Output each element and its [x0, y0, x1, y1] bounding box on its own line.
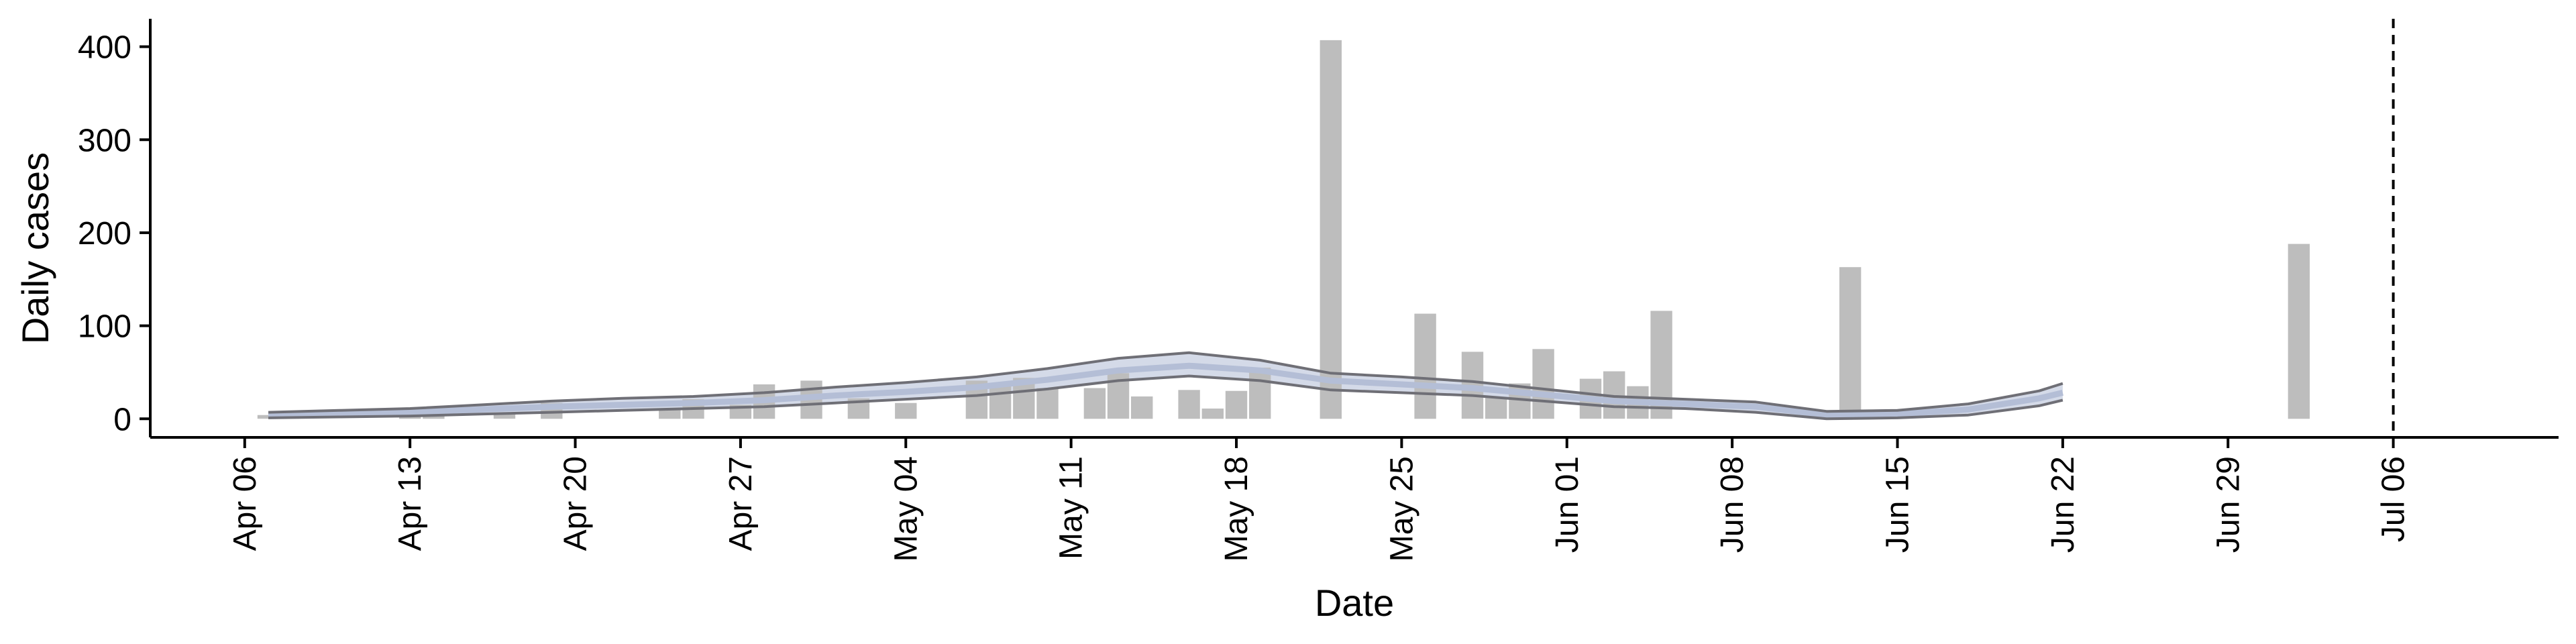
x-tick-label: Jun 08: [1715, 456, 1750, 553]
bar-2020-05-18: [1225, 390, 1248, 419]
bar-2020-04-13: [399, 416, 421, 419]
x-tick-label: Jul 06: [2376, 456, 2412, 542]
x-tick-label: Jun 01: [1550, 456, 1585, 553]
bar-2020-05-14: [1131, 396, 1153, 419]
x-tick-label: Apr 06: [227, 456, 263, 551]
x-tick-label: May 25: [1384, 456, 1419, 561]
bar-2020-05-10: [1036, 388, 1059, 419]
x-tick-label: May 11: [1054, 456, 1089, 559]
x-tick-label: May 04: [888, 456, 924, 561]
bar-2020-05-19: [1249, 368, 1271, 419]
bar-2020-05-22: [1320, 40, 1342, 419]
bar-2020-04-17: [493, 414, 516, 419]
x-tick-label: Jun 22: [2045, 456, 2081, 553]
median-line: [268, 362, 2063, 419]
bar-2020-05-16: [1178, 390, 1200, 419]
x-tick-label: Jun 15: [1880, 456, 1916, 553]
bar-2020-05-31: [1532, 349, 1554, 419]
bar-2020-05-29: [1485, 397, 1507, 419]
x-axis-title: Date: [1315, 582, 1394, 624]
bar-2020-07-02: [2288, 244, 2310, 419]
lower-ci-line: [268, 374, 2063, 421]
bar-2020-05-12: [1083, 388, 1106, 419]
upper-ci-line: [268, 351, 2063, 414]
bar-2020-04-14: [423, 416, 445, 419]
bar-2020-04-24: [659, 409, 681, 419]
bar-layer: [257, 40, 2310, 419]
y-tick-label: 200: [78, 216, 131, 252]
x-tick-label: May 18: [1219, 456, 1254, 561]
x-ticks: Apr 06 Apr 13 Apr 20 Apr 27 May 04 May 11 May …: [227, 437, 2412, 561]
y-ticks: 0 100 200 300 400: [78, 30, 150, 437]
y-tick-label: 100: [78, 309, 131, 345]
x-tick-label: Jun 29: [2210, 456, 2246, 553]
bar-2020-05-04: [895, 402, 917, 419]
x-tick-label: Apr 27: [723, 456, 759, 551]
y-axis-title: Daily cases: [14, 152, 56, 344]
x-tick-label: Apr 13: [392, 456, 428, 551]
y-tick-label: 400: [78, 30, 131, 66]
bar-2020-06-13: [1839, 267, 1862, 419]
y-tick-label: 300: [78, 123, 131, 158]
axis-layer: [149, 19, 2559, 439]
bar-2020-05-08: [989, 385, 1012, 419]
y-tick-label: 0: [113, 402, 131, 437]
x-tick-label: Apr 20: [558, 456, 594, 551]
bar-2020-05-17: [1201, 409, 1224, 419]
bar-2020-05-26: [1414, 313, 1436, 419]
line-layer: [268, 351, 2063, 421]
